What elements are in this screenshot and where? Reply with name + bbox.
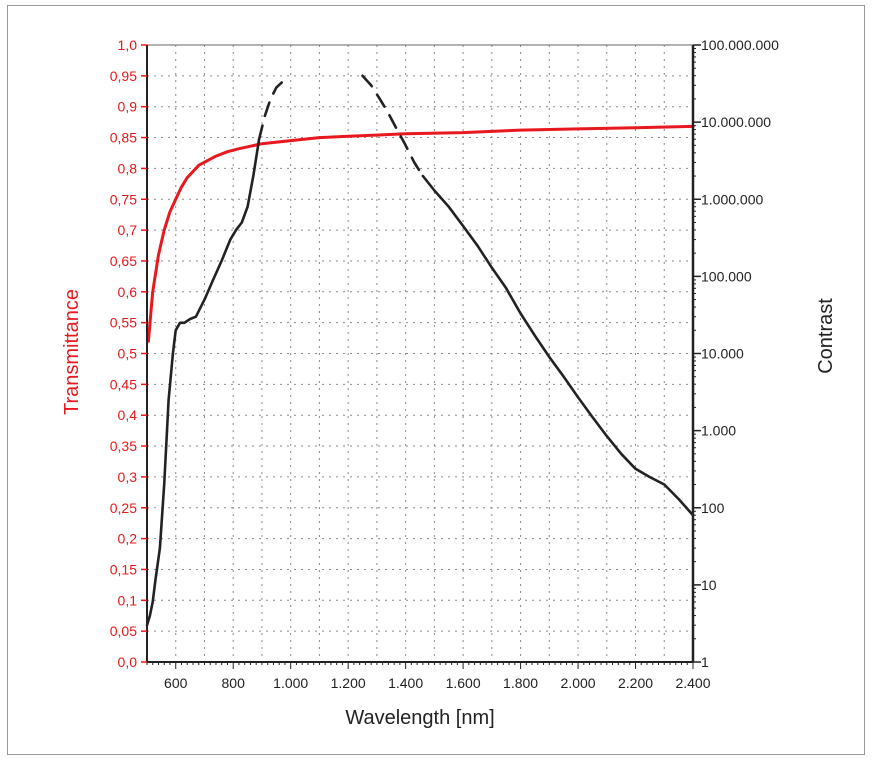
y-left-tick-label: 0,8 (118, 160, 138, 176)
series-transmittance (146, 124, 695, 343)
series-contrast-dashed (257, 80, 284, 141)
y-left-tick-label: 0,1 (118, 592, 138, 608)
series-contrast-dashed-long-wavelength (361, 74, 425, 178)
x-tick-label: 1.800 (503, 675, 538, 691)
y-left-tick-label: 0,45 (110, 376, 137, 392)
chart-frame (7, 5, 865, 755)
x-tick-label: 800 (222, 675, 246, 691)
y-right-tick-label: 100 (701, 500, 725, 516)
y-left-tick-label: 0,5 (118, 346, 138, 362)
y-right-tick-label: 1 (701, 654, 709, 670)
y-axis-label-right: Contrast (815, 298, 837, 374)
y-left-tick-label: 0,05 (110, 623, 137, 639)
x-tick-label: 1.600 (446, 675, 481, 691)
y-left-tick-label: 0,15 (110, 561, 137, 577)
y-left-tick-label: 0,6 (118, 284, 138, 300)
y-right-tick-label: 100.000 (701, 268, 752, 284)
y-right-tick-label: 100.000.000 (701, 37, 779, 53)
x-tick-label: 1.000 (273, 675, 308, 691)
series-contrast-long-wavelength (421, 174, 695, 517)
y-left-tick-label: 0,2 (118, 531, 138, 547)
x-tick-label: 2.200 (618, 675, 653, 691)
y-axis-label-left: Transmittance (61, 289, 83, 415)
x-tick-label: 1.200 (331, 675, 366, 691)
y-left-tick-label: 0,75 (110, 191, 137, 207)
x-tick-label: 2.400 (675, 675, 710, 691)
x-tick-label: 1.400 (388, 675, 423, 691)
y-left-tick-label: 0,3 (118, 469, 138, 485)
y-left-tick-label: 0,0 (118, 654, 138, 670)
series-layer (145, 74, 695, 627)
axes: 600 800 1.000 1.200 1.400 1.600 1.800 2.000 2.20… (110, 37, 779, 691)
y-left-tick-label: 0,9 (118, 99, 138, 115)
y-left-tick-label: 0,35 (110, 438, 137, 454)
y-left-tick-label: 0,4 (118, 407, 138, 423)
y-right-tick-label: 10.000.000 (701, 114, 771, 130)
y-right-tick-label: 10.000 (701, 346, 744, 362)
grid (147, 45, 693, 662)
series-contrast (145, 137, 261, 627)
y-right-tick-label: 1.000 (701, 423, 736, 439)
y-left-tick-label: 0,25 (110, 500, 137, 516)
y-left-tick-label: 0,55 (110, 315, 137, 331)
x-axis-label: Wavelength [nm] (345, 707, 494, 729)
y-left-tick-label: 0,65 (110, 253, 137, 269)
y-left-tick-label: 0,7 (118, 222, 138, 238)
x-tick-label: 2.000 (561, 675, 596, 691)
y-left-tick-label: 0,95 (110, 68, 137, 84)
x-tick-label: 600 (164, 675, 188, 691)
y-right-tick-label: 10 (701, 577, 717, 593)
y-left-tick-label: 1,0 (118, 37, 138, 53)
y-left-tick-label: 0,85 (110, 130, 137, 146)
y-right-tick-label: 1.000.000 (701, 191, 763, 207)
